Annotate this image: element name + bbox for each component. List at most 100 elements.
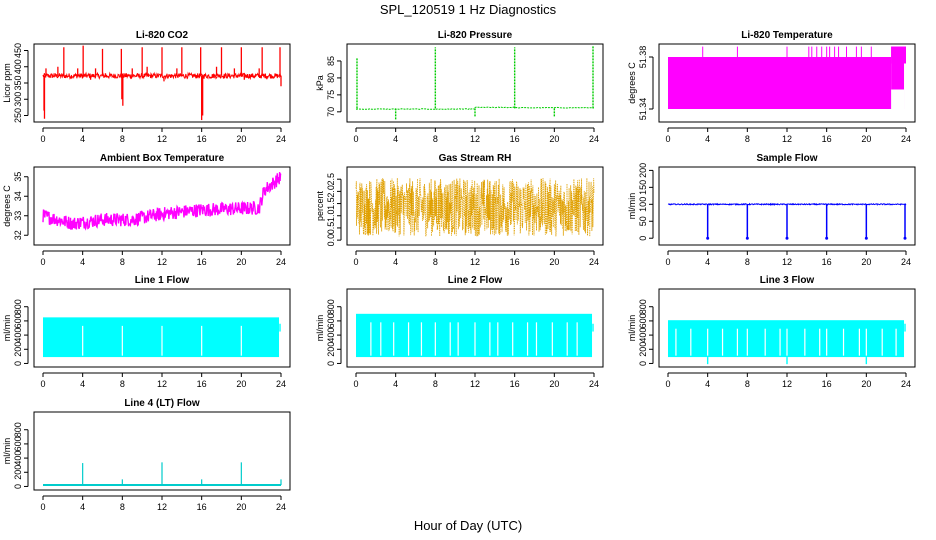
- plot-frame: [658, 288, 916, 368]
- panel-title: Line 2 Flow: [448, 275, 503, 286]
- dip-point: [825, 236, 829, 240]
- y-axis-label: ml/min: [2, 438, 12, 465]
- x-tick-label: 20: [861, 134, 871, 144]
- y-tick-label: 250: [13, 108, 23, 123]
- y-tick-label: 0: [326, 361, 336, 366]
- series-line: [355, 106, 595, 110]
- panel-data: [42, 45, 282, 121]
- y-tick-label: 0.5: [326, 222, 336, 235]
- step-gap: [891, 89, 905, 109]
- x-tick-label: 16: [197, 502, 207, 512]
- x-tick-label: 24: [901, 134, 911, 144]
- y-tick-label: 100: [638, 197, 648, 212]
- plot-frame: [658, 166, 916, 246]
- panel-8: Line 2 Flow 0 4 8 12 16 20 24 0 200400600800ml/mi…: [315, 275, 604, 389]
- panel-3: Li-820 Temperature 0 4 8 12 16 20 24 51.34 51.38d…: [627, 30, 916, 144]
- x-tick-label: 0: [40, 134, 45, 144]
- panel-title: Li-820 Temperature: [741, 30, 833, 41]
- x-tick-label: 12: [782, 257, 792, 267]
- x-tick-label: 0: [665, 379, 670, 389]
- x-tick-label: 20: [861, 257, 871, 267]
- panel-title: Ambient Box Temperature: [100, 153, 225, 164]
- y-tick-label: 600: [13, 436, 23, 451]
- x-tick-label: 4: [705, 379, 710, 389]
- x-tick-label: 12: [782, 134, 792, 144]
- x-tick-label: 20: [236, 502, 246, 512]
- step-gap: [904, 63, 906, 109]
- y-axis-label: kPa: [315, 75, 325, 91]
- x-tick-label: 12: [157, 379, 167, 389]
- x-tick-label: 12: [470, 257, 480, 267]
- x-tick-label: 24: [276, 257, 286, 267]
- panel-5: Gas Stream RH 0 4 8 12 16 20 24 0.00.51.01.52.02…: [315, 153, 604, 267]
- panel-data: [43, 462, 282, 487]
- x-tick-label: 0: [40, 502, 45, 512]
- y-tick-label: 400: [326, 328, 336, 343]
- plot-frame: [346, 288, 604, 368]
- panel-title: Li-820 Pressure: [438, 30, 513, 41]
- y-tick-label: 400: [13, 59, 23, 74]
- y-axis-label: ml/min: [2, 315, 12, 342]
- x-tick-label: 24: [901, 257, 911, 267]
- y-tick-label: 0: [13, 484, 23, 489]
- x-tick-label: 16: [510, 379, 520, 389]
- y-tick-label: 150: [638, 180, 648, 195]
- x-tick-label: 0: [353, 257, 358, 267]
- x-tick-label: 8: [120, 134, 125, 144]
- x-tick-label: 4: [80, 134, 85, 144]
- x-tick-label: 8: [745, 134, 750, 144]
- x-tick-label: 20: [861, 379, 871, 389]
- x-tick-label: 16: [822, 134, 832, 144]
- x-tick-label: 12: [470, 379, 480, 389]
- y-tick-label: 2.0: [326, 185, 336, 198]
- series-line: [42, 172, 282, 231]
- panel-6: Sample Flow 0 4 8 12 16 20 24 0 50 100 150 200 ml/min: [627, 153, 916, 267]
- x-tick-label: 12: [157, 502, 167, 512]
- y-axis-label: ml/min: [315, 315, 325, 342]
- x-tick-label: 16: [822, 257, 832, 267]
- panel-data: [43, 317, 281, 358]
- y-tick-label: 200: [13, 465, 23, 480]
- y-tick-label: 800: [326, 299, 336, 314]
- y-axis-label: ml/min: [627, 193, 637, 220]
- x-tick-label: 8: [120, 257, 125, 267]
- x-tick-label: 0: [353, 379, 358, 389]
- y-axis-label: degrees C: [627, 62, 637, 104]
- dip-point: [785, 236, 789, 240]
- x-tick-label: 4: [80, 502, 85, 512]
- y-tick-label: 85: [326, 56, 336, 66]
- y-axis-label: ml/min: [627, 315, 637, 342]
- plot-frame: [658, 43, 916, 123]
- x-tick-label: 24: [589, 134, 599, 144]
- x-tick-label: 4: [80, 379, 85, 389]
- x-tick-label: 0: [40, 257, 45, 267]
- y-tick-label: 35: [13, 172, 23, 182]
- y-tick-label: 200: [638, 342, 648, 357]
- x-tick-label: 8: [433, 379, 438, 389]
- panel-7: Line 1 Flow 0 4 8 12 16 20 24 0 200400600800ml/mi…: [2, 275, 291, 389]
- panel-data: [668, 320, 906, 365]
- y-tick-label: 2.5: [326, 173, 336, 186]
- figure-title: SPL_120519 1 Hz Diagnostics: [379, 2, 557, 17]
- x-tick-label: 0: [353, 134, 358, 144]
- panel-data: [355, 177, 595, 237]
- x-tick-label: 16: [197, 134, 207, 144]
- plot-frame: [346, 166, 604, 246]
- panel-data: [668, 46, 906, 109]
- flow-band: [356, 313, 593, 358]
- y-axis-label: percent: [315, 190, 325, 221]
- x-tick-label: 12: [157, 257, 167, 267]
- x-tick-label: 4: [393, 134, 398, 144]
- y-tick-label: 200: [13, 342, 23, 357]
- x-tick-label: 8: [120, 379, 125, 389]
- x-tick-label: 4: [393, 379, 398, 389]
- y-tick-label: 400: [638, 328, 648, 343]
- x-tick-label: 20: [236, 134, 246, 144]
- dip-point: [745, 236, 749, 240]
- x-tick-label: 8: [745, 257, 750, 267]
- y-tick-label: 51.34: [638, 98, 648, 121]
- x-tick-label: 4: [705, 257, 710, 267]
